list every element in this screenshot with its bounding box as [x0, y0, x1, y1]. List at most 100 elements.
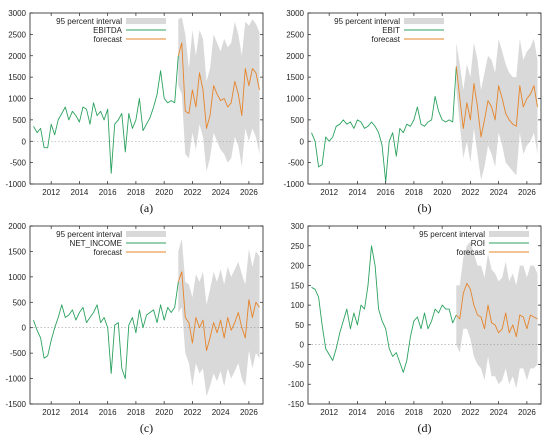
legend-series-label: EBIT [382, 26, 400, 35]
confidence-interval-band [456, 38, 538, 180]
x-tick-label: 2022 [183, 188, 201, 197]
x-tick-label: 2024 [490, 408, 508, 417]
panel-caption: (d) [418, 421, 432, 435]
confidence-interval-band [178, 17, 260, 172]
plot-frame [307, 225, 542, 405]
y-tick-label: 0 [300, 341, 305, 350]
confidence-interval-band [456, 241, 538, 389]
x-tick-label: 2018 [405, 188, 423, 197]
y-tick-label: 2000 [8, 222, 26, 231]
legend-interval-swatch [489, 231, 529, 237]
x-tick-label: 2022 [461, 188, 479, 197]
x-tick-label: 2020 [433, 408, 451, 417]
chart-panel-d: -150 -100 -50 0 50 100 150 200 250 300 2012 2014 201… [288, 222, 542, 435]
forecast-series-line [455, 66, 538, 138]
x-tick-label: 2012 [42, 188, 60, 197]
x-tick-label: 2026 [518, 408, 536, 417]
y-tick-label: 1500 [8, 73, 26, 82]
panel-caption: (b) [418, 201, 432, 215]
y-tick-label: 0 [300, 137, 305, 146]
y-tick-label: 0 [22, 324, 27, 333]
chart-panel-c: -1500 -1000 -500 0 500 1000 1500 2000 2012 2014 20… [6, 222, 264, 435]
y-tick-label: 1500 [8, 247, 26, 256]
legend-forecast-label: forecast [372, 35, 401, 44]
y-tick-label: -1500 [6, 400, 27, 409]
x-tick-label: 2020 [155, 408, 173, 417]
x-tick-label: 2024 [212, 188, 230, 197]
actual-series-line [33, 281, 179, 380]
x-tick-label: 2024 [490, 188, 508, 197]
x-tick-label: 2012 [42, 408, 60, 417]
y-tick-label: -500 [10, 349, 27, 358]
y-tick-label: -1000 [6, 180, 27, 189]
legend-series-label: EBITDA [93, 26, 123, 35]
x-tick-label: 2014 [71, 188, 89, 197]
x-tick-label: 2022 [183, 408, 201, 417]
y-tick-label: -100 [288, 380, 305, 389]
y-tick-label: -1000 [6, 375, 27, 384]
y-tick-label: 2000 [8, 52, 26, 61]
x-tick-label: 2018 [405, 408, 423, 417]
y-tick-label: 1000 [286, 95, 304, 104]
y-tick-label: 1000 [8, 95, 26, 104]
legend-forecast-label: forecast [94, 248, 123, 257]
y-tick-label: 1500 [286, 73, 304, 82]
x-tick-label: 2014 [349, 408, 367, 417]
y-tick-label: 500 [13, 298, 27, 307]
x-tick-label: 2026 [518, 188, 536, 197]
forecast-series-line [177, 42, 260, 129]
y-tick-label: 100 [291, 301, 305, 310]
y-tick-label: 200 [291, 262, 305, 271]
legend-forecast-label: forecast [457, 248, 486, 257]
x-tick-label: 2020 [155, 188, 173, 197]
y-tick-label: 2500 [286, 30, 304, 39]
chart-panel-b: -1000 -500 0 500 1000 1500 2000 2500 3000 2012 201… [284, 9, 542, 215]
y-tick-label: -50 [292, 360, 304, 369]
y-tick-label: -500 [10, 159, 27, 168]
x-tick-label: 2012 [320, 188, 338, 197]
y-tick-label: 3000 [8, 9, 26, 18]
panel-caption: (c) [140, 421, 153, 435]
legend-interval-label: 95 percent interval [56, 230, 122, 239]
y-tick-label: 250 [291, 242, 305, 251]
y-tick-label: -150 [288, 400, 305, 409]
y-tick-label: -1000 [284, 180, 305, 189]
y-tick-label: 500 [13, 116, 27, 125]
y-tick-label: 2000 [286, 52, 304, 61]
legend-interval-label: 95 percent interval [334, 17, 400, 26]
x-tick-label: 2016 [377, 408, 395, 417]
legend-interval-swatch [404, 18, 444, 24]
y-tick-label: 2500 [8, 30, 26, 39]
legend-interval-swatch [126, 231, 166, 237]
y-tick-label: 0 [22, 137, 27, 146]
x-tick-label: 2014 [71, 408, 89, 417]
legend-forecast-label: forecast [94, 35, 123, 44]
forecast-series-line [177, 271, 260, 352]
y-tick-label: 150 [291, 281, 305, 290]
legend-interval-label: 95 percent interval [56, 17, 122, 26]
y-tick-label: 3000 [286, 9, 304, 18]
x-tick-label: 2014 [349, 188, 367, 197]
legend-series-label: NET_INCOME [70, 239, 122, 248]
y-tick-label: 1000 [8, 273, 26, 282]
x-tick-label: 2020 [433, 188, 451, 197]
y-tick-label: 500 [291, 116, 305, 125]
chart-panel-a: -1000 -500 0 500 1000 1500 2000 2500 3000 2012 201… [6, 9, 264, 215]
x-tick-label: 2016 [377, 188, 395, 197]
y-tick-label: -500 [288, 159, 305, 168]
forecast-series-line [455, 282, 538, 338]
y-tick-label: 50 [295, 321, 304, 330]
actual-series-line [311, 245, 457, 373]
confidence-interval-band [178, 238, 260, 397]
actual-series-line [33, 55, 179, 174]
x-tick-label: 2024 [212, 408, 230, 417]
x-tick-label: 2018 [127, 188, 145, 197]
x-tick-label: 2018 [127, 408, 145, 417]
legend-series-label: ROI [471, 239, 485, 248]
